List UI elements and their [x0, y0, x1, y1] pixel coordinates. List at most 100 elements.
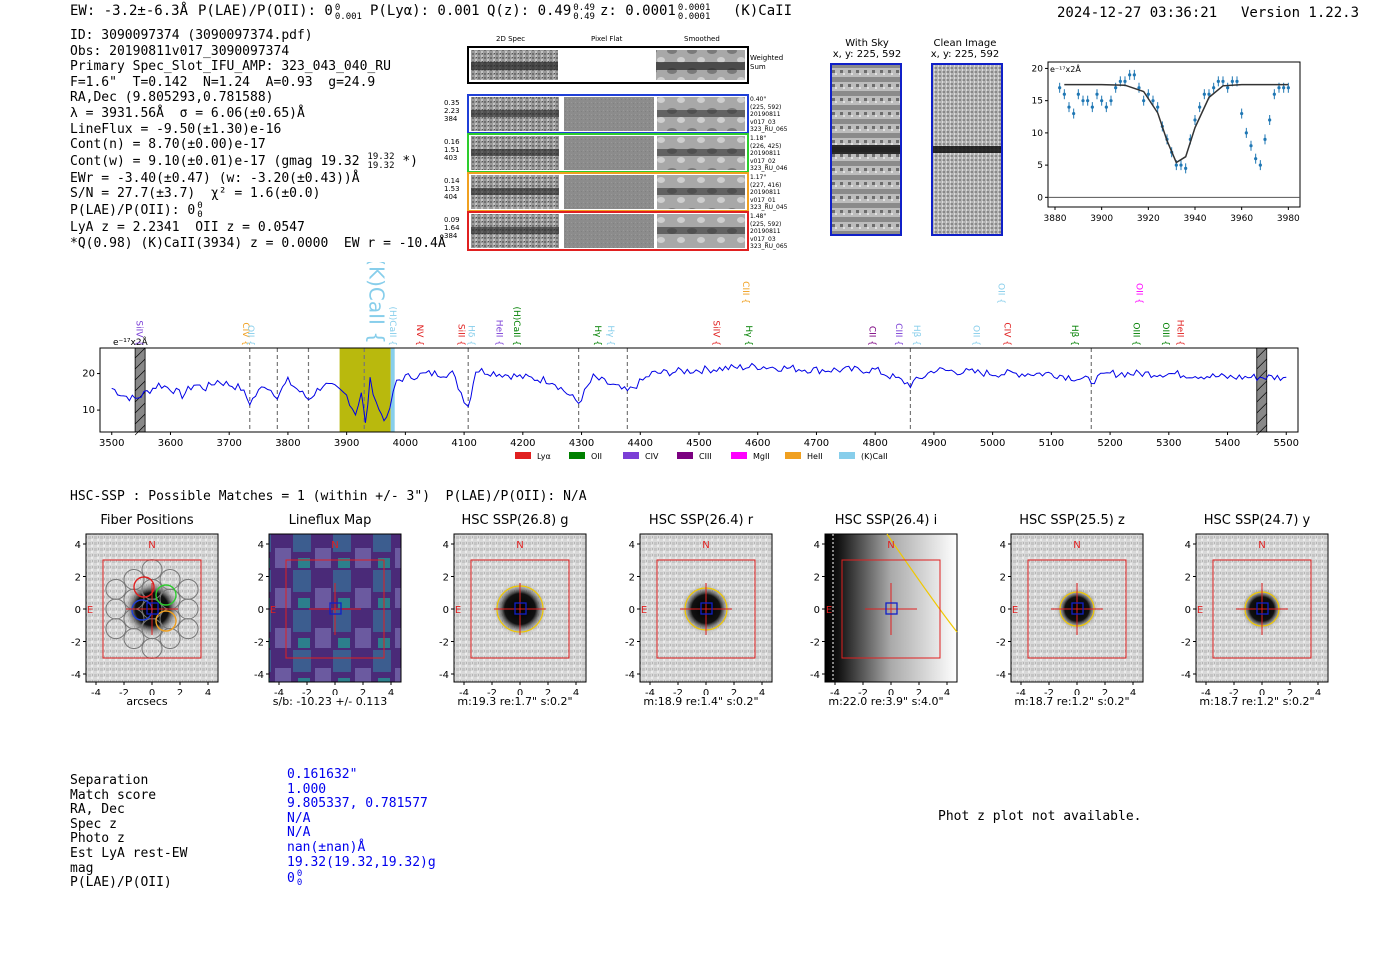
cutout-2d-trace [471, 149, 559, 156]
cutout-meta: v017_03 [750, 235, 776, 243]
legend-swatch [839, 452, 855, 459]
cutout-stat: 0.35 [444, 99, 460, 107]
zoom-data-point [1179, 163, 1183, 167]
zoom-data-point [1081, 99, 1085, 103]
hsc-ytick-label: 0 [1000, 605, 1006, 616]
mask-hatch [1256, 391, 1268, 403]
weighted-sum-label: Weighted Sum [750, 54, 784, 71]
header-plae-sup: 0 [334, 3, 341, 13]
mask-hatch [1256, 380, 1268, 392]
hsc-xtick-label: 2 [177, 688, 183, 695]
hsc-ytick-label: 0 [75, 605, 81, 616]
match-value-text: 0 [287, 871, 295, 887]
spectrum-xtick-label: 5500 [1274, 438, 1299, 449]
hsc-ytick-label: 0 [814, 605, 820, 616]
legend-label: (K)CaII [861, 452, 888, 461]
spectrum-xtick-label: 5100 [1039, 438, 1064, 449]
legend-label: Lyα [537, 452, 551, 461]
info-best-solution: *Q(0.98) (K)CaII(3934) z = 0.0000 EW r =… [70, 235, 446, 251]
spectral-line-label: SiIV { [711, 320, 721, 346]
spectrum-xtick-label: 5200 [1097, 438, 1122, 449]
zoom-xtick-label: 3980 [1277, 214, 1300, 224]
cutout-smoothed-trace [657, 188, 745, 195]
info-cont-w-sub: 19.32 [367, 160, 395, 171]
target-box [1071, 602, 1084, 615]
hsc-ytick-label: 2 [629, 573, 635, 584]
zoom-data-point [1067, 105, 1071, 109]
zoom-xtick-label: 3960 [1230, 214, 1253, 224]
hsc-ytick-label: -2 [1181, 638, 1191, 649]
hsc-ytick-label: 4 [629, 540, 635, 551]
info-lambda: λ = 3931.56Å σ = 6.06(±0.65)Å [70, 105, 305, 121]
spectrum-line [111, 362, 1287, 423]
zoom-data-point [1268, 118, 1272, 122]
legend-label: CIII [699, 452, 712, 461]
match-label: Spec z [70, 816, 117, 832]
zoom-data-point [1146, 92, 1150, 96]
cutout-row-meta: 1.48" (225, 592) 20190811 v017_03 323_RU_065 [750, 213, 787, 251]
cutout-stat: 384 [444, 232, 458, 240]
zoom-ytick-label: 5 [1037, 161, 1043, 171]
spectral-line-label: Hγ { [743, 325, 753, 346]
zoom-data-point [1100, 99, 1104, 103]
hsc-xtick-label: 2 [731, 688, 737, 695]
match-label: RA, Dec [70, 802, 125, 818]
match-value-text: 0.161632" [287, 767, 358, 782]
cutout-meta: 323_RU_065 [750, 243, 788, 250]
with-sky-xy: x, y: 225, 592 [832, 49, 902, 60]
header-plya: P(Lyα): 0.001 [370, 3, 480, 19]
header-z-sup: 0.0001 [677, 3, 711, 13]
zoom-ytick-label: 20 [1032, 64, 1044, 74]
target-box [1256, 602, 1269, 615]
hsc-ytick-label: -4 [810, 670, 820, 681]
info-plae-sup: 0 [197, 200, 203, 211]
hsc-ytick-label: 0 [629, 605, 635, 616]
hsc-ytick-label: 2 [1000, 573, 1006, 584]
hsc-xtick-label: -2 [673, 688, 683, 695]
cutout-meta: 20190811 [750, 111, 781, 118]
zoom-data-point [1151, 99, 1155, 103]
spectral-line-label: CIII { [893, 323, 903, 346]
hsc-panel-caption: m:19.3 re:1.7" s:0.2" [457, 695, 573, 708]
cutout-meta: 1.48" [750, 213, 767, 220]
header-plae-sub: 0.001 [334, 12, 362, 22]
hsc-xtick-label: 0 [332, 688, 338, 695]
legend-swatch [515, 452, 531, 459]
spectral-line-label: HeII { [1175, 320, 1185, 346]
header-plae-value: P(LAE)/P(OII): 0 [198, 3, 333, 19]
zoom-data-point [1090, 105, 1094, 109]
hsc-xtick-label: 0 [1074, 688, 1080, 695]
spectral-line-label: CIV { [1001, 322, 1011, 346]
zoom-data-point [1258, 163, 1262, 167]
spectral-line-label: Hγ { [605, 325, 615, 346]
hsc-xtick-label: 2 [1102, 688, 1108, 695]
match-value-text: 9.805337, 0.781577 [287, 796, 428, 812]
mask-hatch [1256, 402, 1268, 414]
cutout-meta: (226, 425) [750, 142, 782, 150]
hsc-xtick-label: -4 [1201, 688, 1211, 695]
zoom-data-point [1156, 105, 1160, 109]
header-line-id: (K)CaII [733, 3, 793, 19]
header-version: Version 1.22.3 [1241, 5, 1360, 21]
match-label: Separation [70, 773, 149, 788]
target-box [700, 602, 713, 615]
cutout-row-meta: 1.18" (226, 425) 20190811 v017_02 323_RU_046 [750, 135, 787, 173]
hsc-xtick-label: 4 [205, 688, 211, 695]
zoom-data-point [1193, 118, 1197, 122]
hsc-panel-title: HSC SSP(24.7) y [1203, 513, 1311, 528]
info-id: ID: 3090097374 (3090097374.pdf) [70, 28, 313, 43]
spectrum-xtick-label: 4600 [745, 438, 770, 449]
spectral-line-label: OII { [245, 325, 255, 346]
zoom-data-point [1114, 86, 1118, 90]
legend-swatch [677, 452, 693, 459]
cutout-stat: 0.16 [444, 138, 460, 146]
col-smoothed: Smoothed [684, 35, 720, 43]
fiber-circle [159, 568, 181, 590]
zoom-fit-line [1064, 83, 1289, 164]
header-z: z: 0.0001 0.0001 0.0001 [600, 3, 710, 22]
spectrum-frame [99, 347, 1299, 433]
cutout-row-stats: 0.14 1.53 404 [444, 177, 460, 201]
cutout-stat: 404 [444, 193, 458, 201]
east-marker: E [455, 605, 461, 616]
